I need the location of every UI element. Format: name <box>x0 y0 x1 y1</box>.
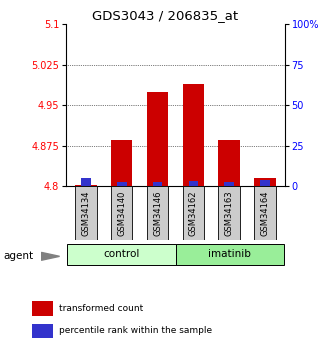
FancyBboxPatch shape <box>75 186 97 240</box>
Bar <box>32 301 53 316</box>
Bar <box>224 182 234 186</box>
FancyBboxPatch shape <box>218 186 240 240</box>
Text: GSM34164: GSM34164 <box>260 190 269 236</box>
FancyBboxPatch shape <box>183 186 204 240</box>
Bar <box>117 182 126 186</box>
Polygon shape <box>41 253 60 260</box>
Text: transformed count: transformed count <box>59 304 143 313</box>
Text: percentile rank within the sample: percentile rank within the sample <box>59 326 212 335</box>
Text: agent: agent <box>3 251 33 261</box>
FancyBboxPatch shape <box>147 186 168 240</box>
Text: GSM34146: GSM34146 <box>153 190 162 236</box>
Text: GSM34163: GSM34163 <box>225 190 234 236</box>
Bar <box>218 140 240 186</box>
FancyBboxPatch shape <box>176 244 284 265</box>
Bar <box>183 83 204 186</box>
Text: GSM34140: GSM34140 <box>117 190 126 236</box>
Bar <box>260 180 270 186</box>
Text: imatinib: imatinib <box>208 249 251 259</box>
Text: control: control <box>104 249 140 259</box>
Text: GSM34134: GSM34134 <box>81 190 90 236</box>
Text: GSM34162: GSM34162 <box>189 190 198 236</box>
FancyBboxPatch shape <box>67 244 176 265</box>
Bar <box>75 185 97 186</box>
Bar <box>254 178 276 186</box>
Bar <box>188 181 198 186</box>
FancyBboxPatch shape <box>254 186 276 240</box>
Bar <box>153 182 163 186</box>
FancyBboxPatch shape <box>111 186 132 240</box>
Bar <box>81 178 91 186</box>
Bar <box>32 324 53 338</box>
Bar <box>111 140 132 186</box>
Bar <box>147 92 168 186</box>
Text: GDS3043 / 206835_at: GDS3043 / 206835_at <box>92 9 239 22</box>
